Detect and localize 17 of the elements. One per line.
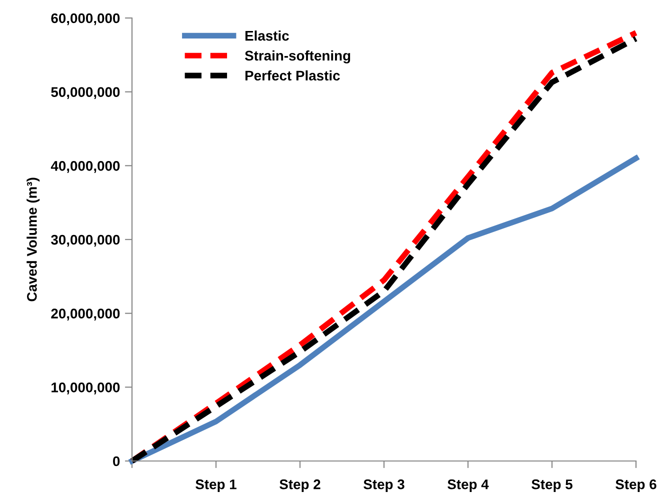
y-tick-label: 20,000,000 [51, 308, 120, 321]
y-tick-label: 60,000,000 [51, 13, 120, 26]
x-tick-label: Step 4 [448, 479, 489, 492]
y-tick-label: 40,000,000 [50, 161, 120, 173]
y-tick-label: 30,000,000 [51, 234, 120, 247]
x-tick-label: Step 2 [280, 479, 320, 492]
y-axis-title: Caved Volume (m³) [26, 178, 40, 302]
y-tick-label: 0 [113, 456, 120, 466]
x-tick-label: Step 1 [196, 479, 236, 492]
x-tick-label: Step 5 [532, 479, 572, 492]
x-tick-label: Step 6 [616, 479, 656, 492]
y-tick-label: 10,000,000 [52, 382, 120, 394]
y-tick-label: 50,000,000 [51, 87, 120, 100]
legend-label: Elastic [245, 30, 289, 41]
x-tick-label: Step 3 [364, 479, 404, 492]
legend-label: Strain-softening [244, 50, 350, 64]
legend-label: Perfect Plastic [245, 70, 340, 81]
